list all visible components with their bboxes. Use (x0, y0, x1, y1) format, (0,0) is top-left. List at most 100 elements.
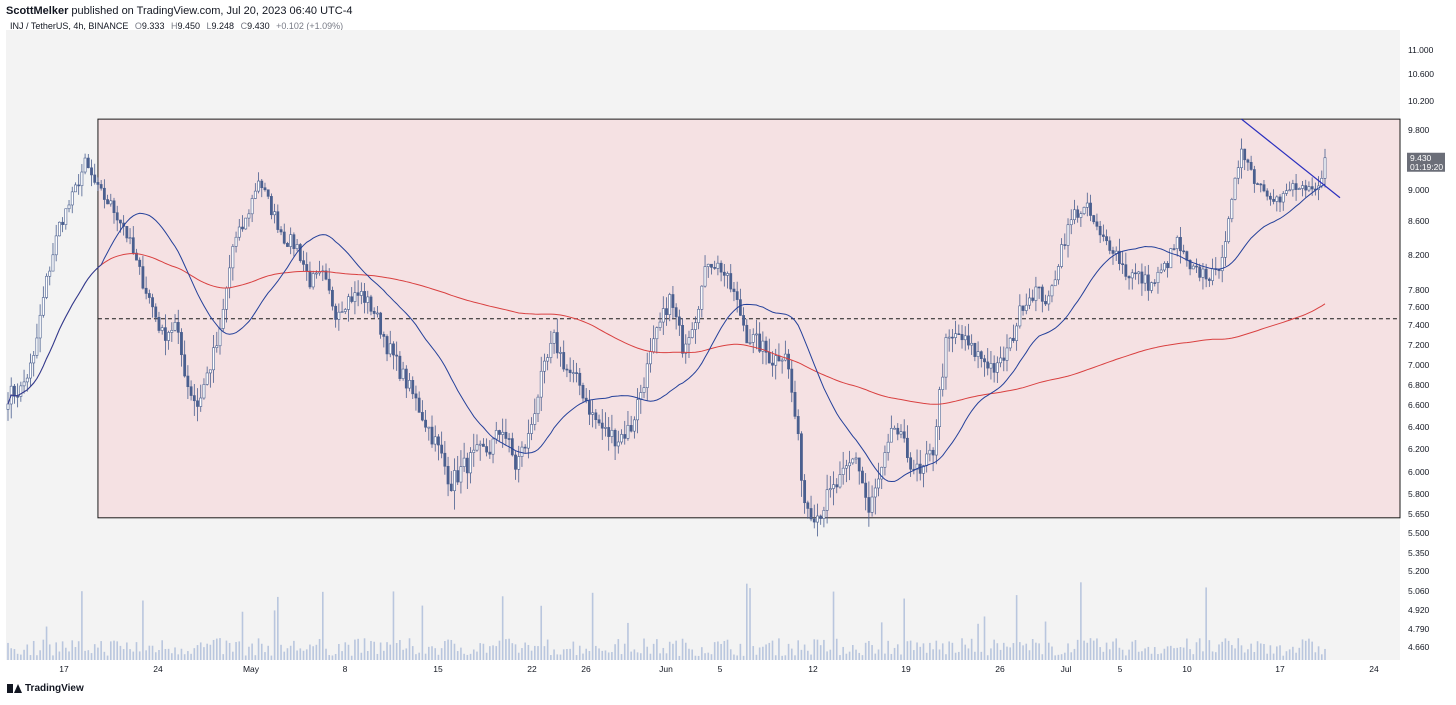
volume-bar (868, 640, 870, 660)
volume-bar (1237, 638, 1240, 660)
candle-body (713, 267, 717, 269)
candle-body (305, 264, 309, 272)
candle-body (832, 484, 835, 489)
candle-body (427, 426, 431, 429)
volume-bar (39, 650, 41, 660)
price-axis-label: 11.000 (1408, 45, 1434, 55)
volume-bar (1128, 649, 1130, 660)
candle-body (70, 191, 74, 206)
candle-body (90, 167, 93, 176)
candle-body (350, 296, 354, 302)
candle-body (382, 334, 386, 337)
volume-bar (858, 652, 861, 660)
volume-bar (1099, 647, 1101, 660)
volume-bar (334, 653, 337, 660)
volume-bar (951, 642, 954, 660)
candle-body (221, 309, 225, 329)
volume-bar (588, 651, 591, 660)
volume-bar (1044, 621, 1047, 660)
candle-body (215, 345, 219, 348)
volume-bar (733, 654, 735, 660)
price-axis-label: 4.920 (1408, 605, 1430, 615)
candle-body (241, 226, 244, 230)
candle-body (873, 487, 877, 498)
volume-bar (678, 655, 681, 660)
candle-body (1297, 188, 1301, 190)
volume-bar (106, 655, 109, 660)
volume-bar (559, 654, 562, 660)
volume-bar (527, 644, 530, 660)
candle-body (456, 470, 460, 483)
candle-body (295, 244, 299, 249)
volume-bar (665, 653, 668, 660)
volume-bar (463, 653, 465, 660)
volume-bar (1067, 643, 1069, 660)
candle-body (1153, 282, 1157, 284)
volume-bar (238, 641, 241, 660)
candle-body (735, 291, 739, 300)
candle-body (652, 338, 656, 352)
time-axis-label: 26 (995, 664, 1005, 674)
volume-bar (954, 652, 957, 660)
candle-body (1012, 337, 1015, 341)
volume-bar (835, 638, 838, 660)
price-axis-label: 5.800 (1408, 489, 1430, 499)
volume-bar (1256, 641, 1259, 660)
candle-body (710, 263, 713, 268)
candle-body (363, 291, 366, 303)
candle-body (1056, 266, 1060, 281)
volume-bar (58, 651, 61, 660)
candle-body (1150, 282, 1153, 291)
volume-bar (36, 655, 38, 660)
volume-bar (1301, 639, 1304, 660)
volume-bar (790, 648, 793, 660)
volume-bar (591, 592, 594, 660)
volume-bar (826, 651, 828, 660)
volume-bar (1019, 642, 1021, 660)
candle-body (1236, 167, 1240, 179)
candle-body (578, 372, 582, 386)
candle-body (231, 246, 235, 269)
candle-body (1079, 213, 1083, 218)
volume-bar (16, 653, 19, 660)
candle-body (1018, 305, 1022, 327)
volume-bar (1186, 638, 1188, 660)
volume-bar (607, 652, 610, 660)
volume-bar (296, 650, 298, 660)
candle-body (218, 328, 222, 347)
volume-bar (408, 638, 411, 660)
volume-bar (1317, 646, 1320, 660)
volume-bar (1324, 648, 1326, 660)
time-axis-label: 17 (1275, 664, 1285, 674)
candle-body (260, 180, 264, 189)
volume-bar (97, 647, 99, 660)
price-axis-label: 5.200 (1408, 566, 1430, 576)
volume-bar (627, 622, 629, 660)
volume-bar (543, 646, 546, 660)
volume-bar (1134, 640, 1137, 660)
candle-body (475, 444, 479, 451)
volume-bar (614, 644, 616, 660)
volume-bar (444, 641, 446, 660)
volume-bar (800, 649, 803, 660)
price-axis-label: 5.500 (1408, 528, 1430, 538)
candle-body (1124, 264, 1128, 277)
volume-bar (32, 640, 35, 660)
volume-bar (803, 644, 806, 660)
candle-body (424, 419, 427, 428)
candle-body (1294, 183, 1298, 190)
price-axis-label: 6.600 (1408, 400, 1430, 410)
candle-body (144, 287, 148, 294)
volume-bar (164, 648, 167, 660)
candle-body (857, 457, 861, 472)
volume-bar (611, 652, 613, 660)
volume-bar (877, 649, 880, 660)
volume-bar (601, 650, 604, 660)
volume-bar (842, 646, 844, 660)
candle-body (883, 452, 887, 468)
candle-body (501, 431, 505, 435)
volume-bar (424, 653, 427, 660)
price-axis-label: 8.200 (1408, 250, 1430, 260)
